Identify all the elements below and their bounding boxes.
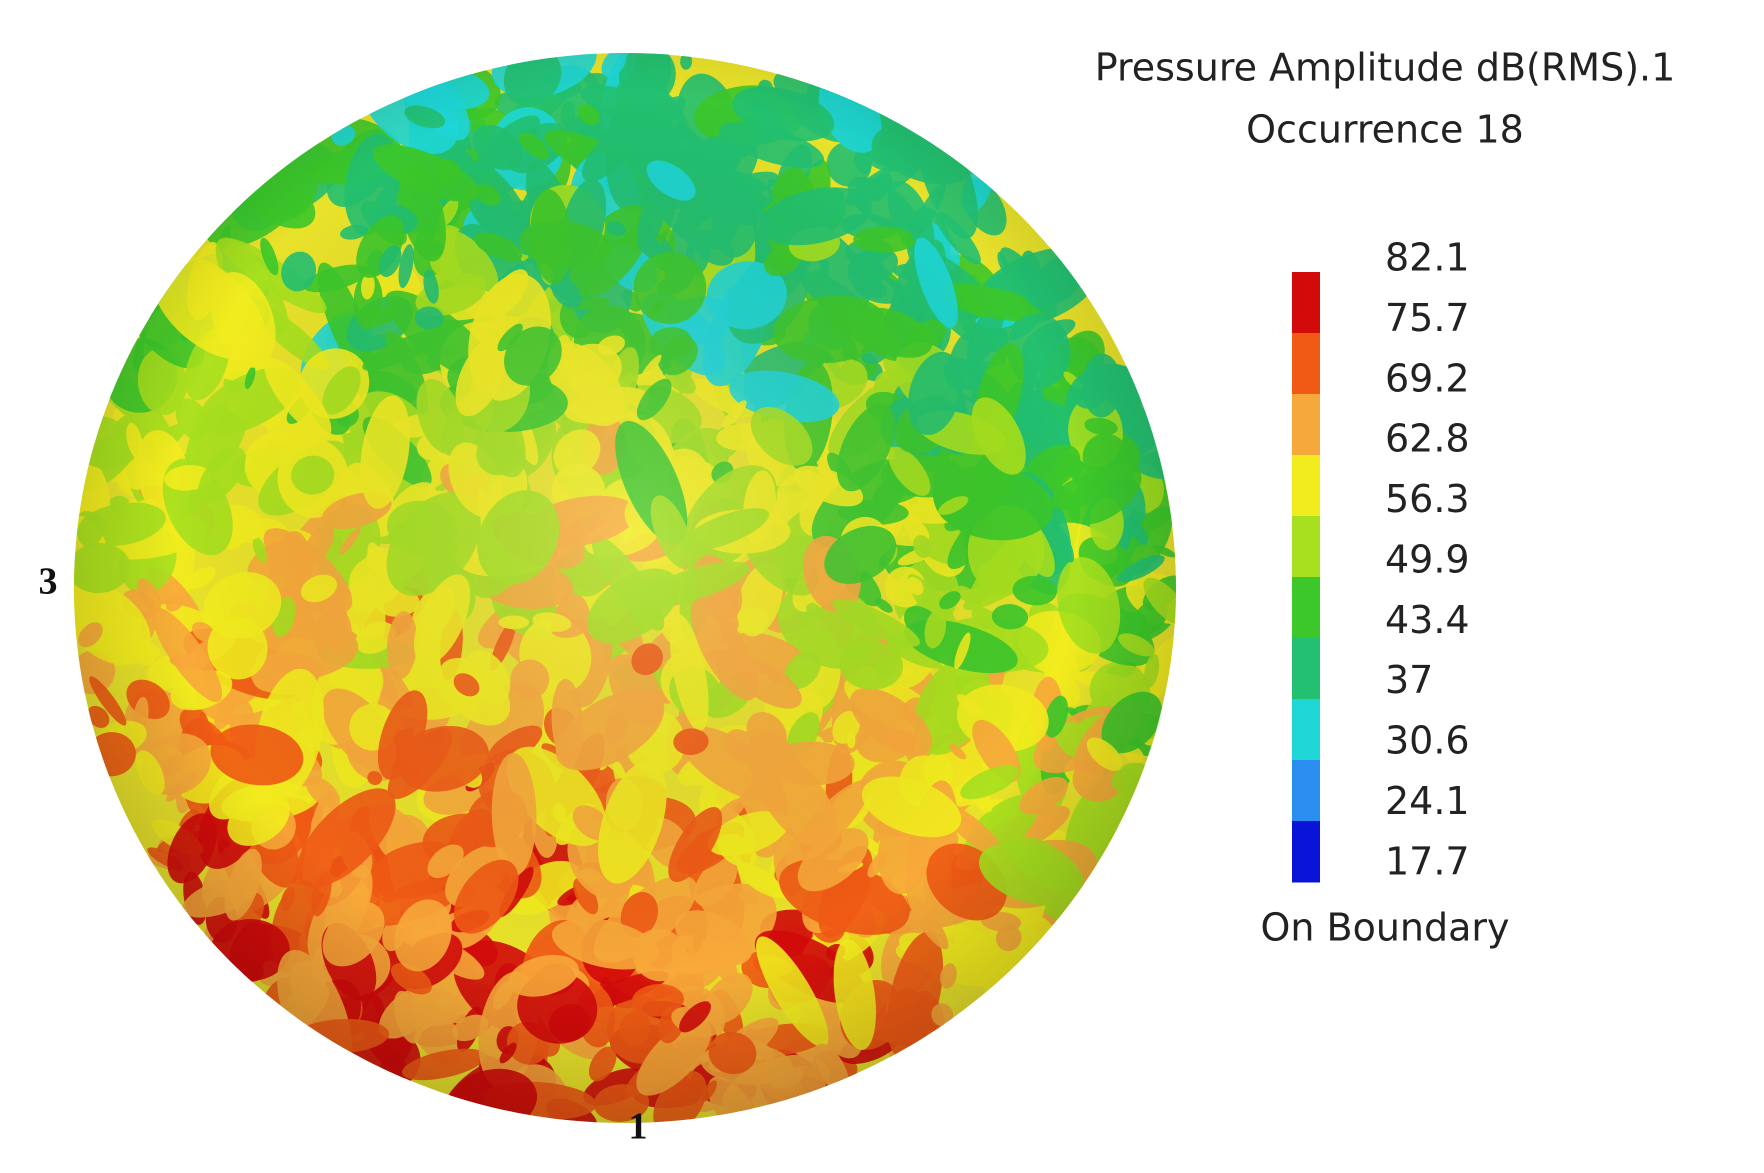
sphere-shading [74,53,1176,1123]
legend-band [1292,272,1320,334]
legend-band [1292,394,1320,456]
legend-band [1292,699,1320,761]
axis-label: 1 [629,1106,648,1148]
legend-label: 49.9 [1385,537,1470,581]
legend-title: Pressure Amplitude dB(RMS).1 [1095,46,1676,90]
legend-label: 24.1 [1385,779,1470,823]
legend-band [1292,577,1320,639]
legend-band [1292,760,1320,822]
legend-band [1292,333,1320,395]
legend-label: 43.4 [1385,598,1470,642]
legend: 82.1 75.7 69.2 62.8 56.3 49.9 43.4 37 30.6 24.1 17… [1292,236,1470,883]
legend-label: 56.3 [1385,477,1470,521]
legend-band [1292,516,1320,578]
legend-label: 82.1 [1385,236,1470,280]
legend-footer: On Boundary [1260,906,1509,950]
legend-band [1292,821,1320,883]
legend-label: 69.2 [1385,356,1470,400]
legend-label: 17.7 [1385,839,1470,883]
legend-label: 62.8 [1385,417,1470,461]
legend-band [1292,638,1320,700]
legend-subtitle: Occurrence 18 [1246,108,1524,152]
legend-label: 75.7 [1385,296,1470,340]
legend-band [1292,455,1320,517]
legend-label: 37 [1385,658,1433,702]
legend-label: 30.6 [1385,719,1470,763]
axis-label: 3 [39,561,58,603]
